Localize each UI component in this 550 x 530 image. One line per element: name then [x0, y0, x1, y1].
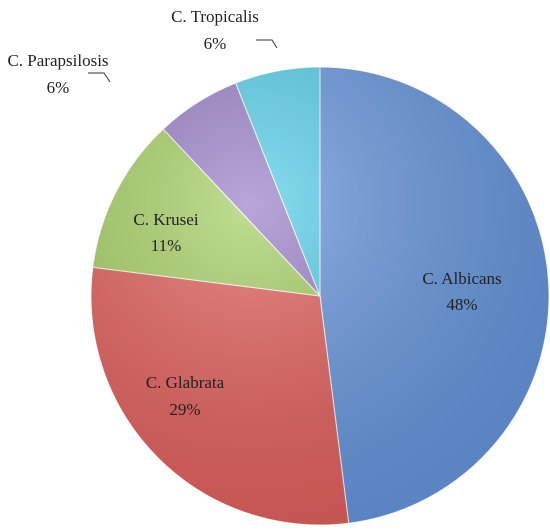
slice-label: C. Glabrata — [146, 373, 225, 392]
slice-label: C. Krusei — [133, 210, 198, 229]
value-label: 6% — [204, 34, 227, 53]
slice-label: C. Parapsilosis — [7, 51, 108, 70]
slice-label: C. Albicans — [422, 269, 501, 288]
value-label: 48% — [446, 295, 477, 314]
leader-line — [88, 72, 111, 83]
pie-slice — [90, 266, 350, 526]
value-label: 29% — [169, 400, 200, 419]
value-label: 11% — [151, 236, 182, 255]
value-label: 6% — [47, 78, 70, 97]
pie-slice — [319, 66, 550, 524]
leader-line — [256, 39, 278, 49]
slice-label: C. Tropicalis — [171, 7, 259, 26]
pie — [90, 66, 550, 526]
